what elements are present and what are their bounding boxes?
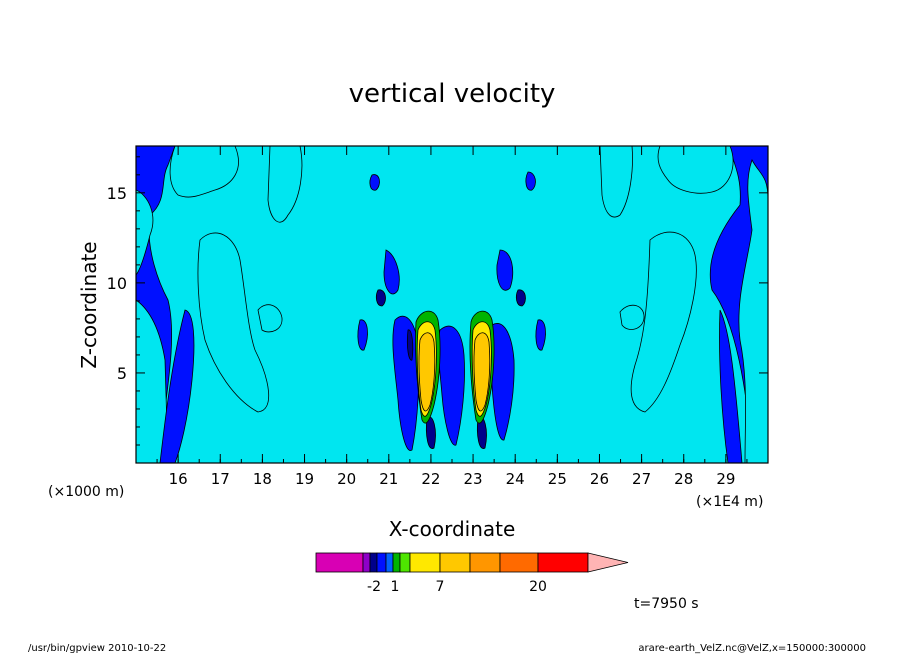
contour-plot — [136, 146, 768, 463]
x-tick-label: 27 — [632, 470, 651, 488]
y-tick-label: 15 — [107, 184, 127, 203]
x-tick-label: 22 — [421, 470, 440, 488]
x-unit-right: (×1E4 m) — [696, 494, 763, 510]
colorbar-segment — [392, 552, 401, 573]
colorbar-tick-labels: -2 1 7 20 — [367, 579, 547, 595]
colorbar-segment — [376, 552, 387, 573]
x-tick-label: 19 — [295, 470, 314, 488]
contour-region-1 — [136, 189, 154, 276]
x-unit-left: (×1000 m) — [48, 484, 124, 500]
colorbar-segment — [439, 552, 471, 573]
x-axis: 16 17 18 19 20 21 22 23 24 25 26 27 28 29 — [156, 146, 748, 488]
colorbar-segment — [369, 552, 378, 573]
contour-region-21 — [437, 325, 465, 446]
contour-region-13 — [719, 309, 743, 463]
colorbar-segment — [362, 552, 371, 573]
colorbar-tick-label: -2 — [367, 579, 381, 595]
x-tick-label: 17 — [211, 470, 230, 488]
x-axis-label: X-coordinate — [389, 517, 516, 541]
x-tick-label: 23 — [464, 470, 483, 488]
contour-region-15 — [496, 249, 514, 291]
colorbar-segment — [385, 552, 394, 573]
contour-region-14 — [383, 249, 400, 295]
x-tick-label: 21 — [379, 470, 398, 488]
contour-region-6 — [169, 146, 239, 198]
chart-title: vertical velocity — [349, 79, 556, 109]
time-label: t=7950 s — [634, 596, 699, 612]
x-tick-label: 16 — [169, 470, 188, 488]
colorbar-segment — [399, 552, 411, 573]
contour-region-23 — [406, 329, 414, 361]
contour-region-18 — [357, 319, 368, 351]
y-axis: 5 10 15 — [107, 156, 768, 446]
footer-right: arare-earth_VelZ.nc@VelZ,x=150000:300000 — [638, 643, 866, 654]
colorbar-segment — [499, 552, 539, 573]
x-tick-label: 25 — [548, 470, 567, 488]
x-tick-label: 28 — [674, 470, 693, 488]
x-tick-label: 29 — [716, 470, 735, 488]
contour-region-19 — [535, 319, 546, 351]
colorbar-extend-arrow — [587, 552, 629, 573]
contour-region-9 — [619, 304, 645, 330]
colorbar-tick-label: 20 — [529, 579, 547, 595]
colorbar-segment — [315, 552, 364, 573]
colorbar-tick-label: 1 — [391, 579, 400, 595]
colorbar-segment — [469, 552, 501, 573]
contour-region-11 — [599, 146, 633, 218]
y-tick-label: 5 — [117, 364, 127, 383]
contour-region-24 — [426, 416, 436, 449]
contour-region-4 — [197, 232, 270, 413]
footer-left: /usr/bin/gpview 2010-10-22 — [28, 643, 166, 654]
x-tick-label: 24 — [506, 470, 525, 488]
contour-region-26 — [375, 289, 386, 307]
colorbar — [315, 552, 629, 573]
colorbar-tick-label: 7 — [436, 579, 445, 595]
contour-region-16 — [369, 174, 380, 191]
x-tick-label: 18 — [253, 470, 272, 488]
contour-region-27 — [515, 289, 526, 307]
x-tick-label: 26 — [590, 470, 609, 488]
x-tick-label: 20 — [337, 470, 356, 488]
contour-region-17 — [525, 171, 536, 191]
colorbar-segment — [409, 552, 441, 573]
colorbar-segment — [537, 552, 589, 573]
contour-region-5 — [630, 231, 697, 413]
contour-region-10 — [267, 146, 303, 223]
contour-region-12 — [159, 309, 195, 463]
contour-region-7 — [657, 146, 734, 194]
contour-region-32 — [418, 332, 436, 412]
y-axis-label: Z-coordinate — [77, 241, 101, 368]
y-tick-label: 10 — [107, 274, 127, 293]
contour-region-33 — [473, 332, 491, 412]
contour-region-8 — [257, 304, 283, 333]
